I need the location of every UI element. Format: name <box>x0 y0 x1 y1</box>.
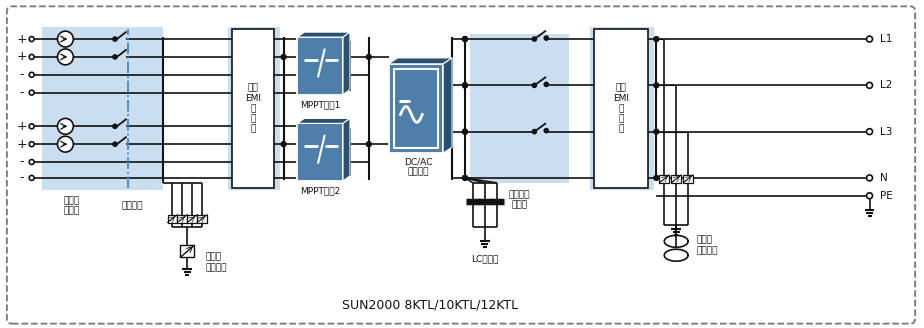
Polygon shape <box>343 32 350 94</box>
Bar <box>590 27 654 190</box>
Circle shape <box>113 37 117 41</box>
Bar <box>298 37 343 94</box>
Circle shape <box>30 175 34 180</box>
Circle shape <box>30 124 34 129</box>
Circle shape <box>463 37 468 42</box>
Polygon shape <box>298 32 350 37</box>
Circle shape <box>654 37 659 42</box>
Text: SUN2000 8KTL/10KTL/12KTL: SUN2000 8KTL/10KTL/12KTL <box>342 298 518 311</box>
Text: MPPT电路2: MPPT电路2 <box>300 186 340 195</box>
Text: 输出
EMI
滤
波
器: 输出 EMI 滤 波 器 <box>614 83 629 134</box>
Bar <box>298 123 343 181</box>
Circle shape <box>30 37 34 42</box>
Bar <box>671 175 681 183</box>
Circle shape <box>867 175 872 181</box>
Bar <box>101 27 163 190</box>
Circle shape <box>654 175 659 180</box>
Bar <box>594 29 649 188</box>
Bar <box>42 27 101 190</box>
Circle shape <box>113 124 117 128</box>
Text: DC/AC
逆变电路: DC/AC 逆变电路 <box>404 157 432 177</box>
Text: -: - <box>19 155 24 169</box>
Circle shape <box>366 142 371 147</box>
Text: 输入电
流检测: 输入电 流检测 <box>63 196 79 215</box>
Circle shape <box>30 72 34 77</box>
Bar <box>228 27 280 190</box>
Text: N: N <box>881 173 888 183</box>
Text: +: + <box>17 120 27 133</box>
Text: +: + <box>17 138 27 151</box>
Polygon shape <box>343 118 350 181</box>
Text: 直流开关: 直流开关 <box>121 201 142 210</box>
Text: L2: L2 <box>881 80 893 90</box>
Circle shape <box>532 83 536 87</box>
Circle shape <box>281 54 286 59</box>
Circle shape <box>867 36 872 42</box>
Circle shape <box>544 36 548 40</box>
Circle shape <box>654 83 659 88</box>
Text: PE: PE <box>881 191 894 201</box>
Circle shape <box>57 49 73 65</box>
Circle shape <box>366 54 371 59</box>
Text: L1: L1 <box>881 34 893 44</box>
Text: 直流浪
涌保护器: 直流浪 涌保护器 <box>205 253 226 272</box>
Circle shape <box>57 136 73 152</box>
Text: 交流浪
涌保护器: 交流浪 涌保护器 <box>696 236 718 255</box>
Text: +: + <box>17 51 27 63</box>
Text: MPPT电路1: MPPT电路1 <box>300 100 340 109</box>
Text: 输入
EMI
滤
波
器: 输入 EMI 滤 波 器 <box>245 83 261 134</box>
Circle shape <box>867 82 872 88</box>
Circle shape <box>463 175 468 180</box>
Bar <box>394 69 438 148</box>
Circle shape <box>30 142 34 147</box>
Circle shape <box>281 142 286 147</box>
Bar <box>389 64 444 153</box>
Circle shape <box>463 83 468 88</box>
Circle shape <box>463 129 468 134</box>
Text: L3: L3 <box>881 127 893 136</box>
Bar <box>167 215 177 222</box>
Circle shape <box>30 54 34 59</box>
Circle shape <box>544 82 548 86</box>
Circle shape <box>463 175 468 180</box>
Bar <box>232 29 274 188</box>
Text: -: - <box>19 86 24 99</box>
Polygon shape <box>389 58 452 64</box>
Circle shape <box>57 118 73 134</box>
Circle shape <box>113 55 117 59</box>
Text: -: - <box>19 68 24 81</box>
Circle shape <box>57 31 73 47</box>
Bar <box>470 34 569 183</box>
Circle shape <box>30 159 34 165</box>
Circle shape <box>532 130 536 133</box>
Circle shape <box>463 129 468 134</box>
Text: 输出隔离
继电器: 输出隔离 继电器 <box>509 190 530 209</box>
Bar <box>683 175 693 183</box>
Polygon shape <box>444 58 452 153</box>
Bar <box>177 215 188 222</box>
Circle shape <box>544 129 548 133</box>
Bar <box>180 245 194 257</box>
Circle shape <box>867 193 872 199</box>
Circle shape <box>30 90 34 95</box>
Bar <box>660 175 669 183</box>
Circle shape <box>532 37 536 41</box>
Polygon shape <box>298 118 350 123</box>
Bar <box>197 215 207 222</box>
Circle shape <box>654 129 659 134</box>
Bar <box>188 215 197 222</box>
Text: -: - <box>19 172 24 184</box>
Text: LC滤波器: LC滤波器 <box>471 255 498 264</box>
Circle shape <box>867 129 872 134</box>
Text: +: + <box>17 32 27 46</box>
Circle shape <box>113 142 117 146</box>
Circle shape <box>463 83 468 88</box>
Circle shape <box>463 37 468 42</box>
